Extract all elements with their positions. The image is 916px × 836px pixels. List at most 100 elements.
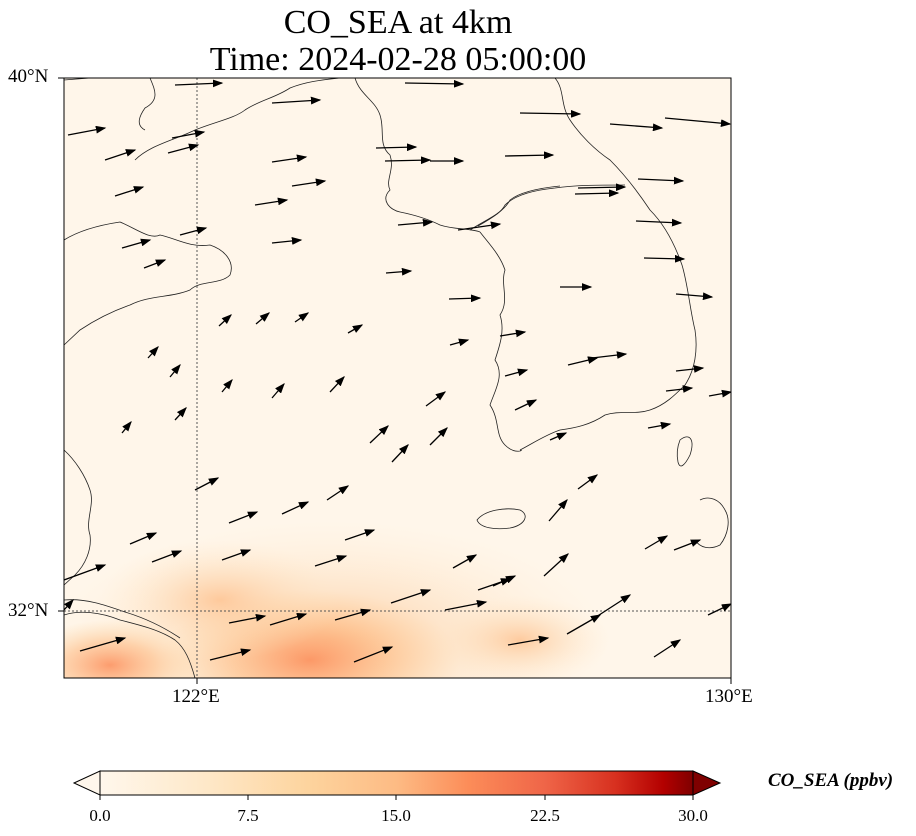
wind-arrow xyxy=(675,292,714,301)
wind-arrow xyxy=(504,151,555,160)
wind-arrow xyxy=(228,613,267,624)
concentration-field xyxy=(64,78,731,678)
wind-arrow xyxy=(218,314,232,327)
wind-arrow xyxy=(404,79,465,88)
colorbar-tick-3: 22.5 xyxy=(530,806,560,825)
wind-arrow xyxy=(643,254,686,263)
wind-arrow xyxy=(449,338,470,347)
wind-arrow xyxy=(708,389,731,398)
lat-tick-40n: 40°N xyxy=(8,66,49,87)
wind-arrow xyxy=(174,79,224,88)
wind-arrow xyxy=(390,589,432,604)
wind-arrow xyxy=(644,535,669,550)
wind-arrow xyxy=(64,564,107,581)
wind-arrow xyxy=(591,351,628,359)
wind-arrow xyxy=(549,432,568,441)
wind-arrow xyxy=(104,149,137,161)
wind-arrow xyxy=(329,376,345,393)
wind-arrow xyxy=(143,259,167,269)
wind-arrow xyxy=(499,329,527,338)
wind-arrow xyxy=(595,594,632,618)
colorbar xyxy=(72,770,722,800)
wind-arrow xyxy=(492,575,517,587)
wind-arrow xyxy=(647,421,672,430)
colorbar-bar xyxy=(99,770,694,796)
wind-arrow xyxy=(452,554,478,569)
wind-arrow xyxy=(635,218,683,227)
colorbar-extend-low xyxy=(72,770,101,796)
wind-arrow xyxy=(255,312,270,325)
colorbar-label: CO_SEA (ppbv) xyxy=(768,770,894,791)
wind-arrow xyxy=(664,117,731,128)
wind-arrow xyxy=(609,123,664,132)
wind-arrow xyxy=(167,143,200,154)
wind-arrow xyxy=(444,599,488,611)
wind-arrow xyxy=(675,365,705,373)
wind-arrow xyxy=(397,218,434,227)
wind-arrow xyxy=(577,183,627,192)
wind-arrow xyxy=(384,156,432,165)
wind-arrow xyxy=(294,312,310,323)
gridlines xyxy=(64,78,731,678)
colorbar-tick-1: 7.5 xyxy=(237,806,259,825)
wind-arrow xyxy=(194,477,220,491)
wind-arrow xyxy=(519,109,582,118)
wind-arrow xyxy=(707,603,731,616)
wind-arrow xyxy=(665,385,694,393)
wind-arrow xyxy=(567,356,599,366)
map-title: CO_SEA at 4km xyxy=(283,4,513,41)
wind-arrow xyxy=(121,420,132,434)
wind-arrow xyxy=(221,549,252,561)
wind-arrow xyxy=(385,267,413,276)
wind-arrow xyxy=(129,532,158,545)
wind-arrow xyxy=(254,197,289,206)
coastlines xyxy=(64,78,729,678)
wind-arrow xyxy=(457,221,502,231)
wind-arrow xyxy=(291,178,327,187)
wind-arrow xyxy=(637,176,685,185)
colorbar-extend-high xyxy=(692,770,722,796)
wind-arrow xyxy=(271,237,303,245)
wind-arrow xyxy=(147,346,159,359)
wind-arrow xyxy=(228,511,259,524)
wind-arrow xyxy=(209,648,252,661)
wind-arrow xyxy=(169,364,181,378)
colorbar-tick-0: 0.0 xyxy=(89,806,111,825)
wind-arrow xyxy=(504,368,529,377)
wind-arrow xyxy=(271,96,322,105)
wind-arrow xyxy=(121,238,152,249)
wind-arrow xyxy=(334,608,372,621)
wind-arrow xyxy=(673,539,702,551)
wind-arrow xyxy=(344,529,376,541)
axis-ticks xyxy=(58,77,732,684)
wind-arrow xyxy=(375,143,418,152)
wind-arrow xyxy=(369,425,389,444)
wind-arrow xyxy=(353,646,394,663)
wind-arrow xyxy=(221,379,233,393)
wind-arrow xyxy=(67,125,107,136)
wind-arrow xyxy=(653,639,682,658)
lat-tick-32n: 32°N xyxy=(8,600,49,621)
wind-arrow xyxy=(347,324,364,334)
wind-arrow xyxy=(171,129,206,139)
wind-arrow xyxy=(281,501,310,515)
wind-arrow xyxy=(114,186,145,197)
wind-arrow xyxy=(566,614,602,635)
wind-arrow xyxy=(151,550,183,563)
lon-tick-122e: 122°E xyxy=(172,686,220,707)
colorbar-tick-2: 15.0 xyxy=(381,806,411,825)
wind-arrow xyxy=(548,499,568,522)
wind-arrow xyxy=(64,599,74,611)
wind-arrow xyxy=(314,555,348,567)
map-subtitle: Time: 2024-02-28 05:00:00 xyxy=(209,41,587,78)
wind-arrow xyxy=(543,553,569,577)
wind-arrow xyxy=(271,154,308,163)
wind-arrow xyxy=(179,226,208,236)
wind-arrow xyxy=(507,635,550,646)
wind-arrow xyxy=(326,485,350,501)
wind-arrow xyxy=(577,474,599,490)
lon-tick-130e: 130°E xyxy=(705,686,753,707)
wind-arrow xyxy=(271,383,285,399)
wind-arrow xyxy=(514,399,538,411)
